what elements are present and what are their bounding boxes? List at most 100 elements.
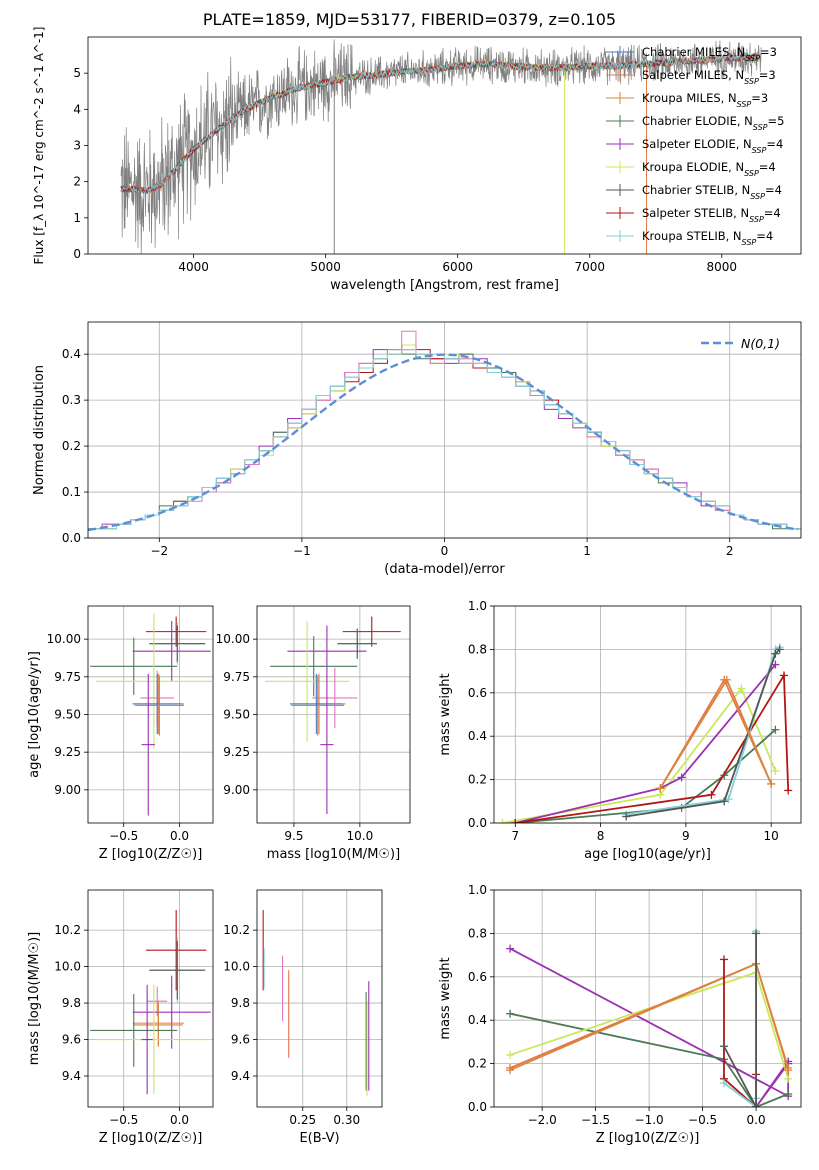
legend-label: Chabrier MILES, NSSP=3 — [642, 45, 777, 63]
y-tick-label: 1.0 — [468, 883, 487, 897]
chart-residuals: N(0,1) −2 −1 0 1 2 0.0 0.1 0.2 0.3 0.4 (data-model)… — [32, 321, 802, 577]
page-title: PLATE=1859, MJD=53177, FIBERID=0379, z=0… — [202, 10, 617, 29]
legend-label: Kroupa STELIB, NSSP=4 — [642, 229, 773, 247]
legend-label: Kroupa MILES, NSSP=3 — [642, 91, 768, 109]
normal-curve — [88, 353, 799, 532]
weight-line-6 — [723, 931, 757, 1107]
y-tick-label: 10.2 — [54, 923, 81, 937]
errorbar-point-5 — [95, 613, 212, 750]
x-tick-label: −0.5 — [109, 1113, 138, 1127]
y-tick-label: 0.0 — [468, 816, 487, 830]
x-tick-label: 1 — [583, 544, 591, 558]
x-tick-label: 4000 — [178, 260, 209, 274]
x-tick-label: 6000 — [442, 260, 473, 274]
errorbar-point-0 — [146, 910, 207, 991]
y-tick-label: 0.1 — [62, 485, 81, 499]
residuals-legend: N(0,1) — [701, 336, 780, 351]
y-tick-label: 0.3 — [62, 393, 81, 407]
axes-frame — [493, 605, 802, 824]
errorbar-point-2 — [149, 941, 206, 1000]
weight-line-0 — [502, 686, 777, 823]
chart-mass_vs_ebv: 0.25 0.30 9.4 9.6 9.8 10.0 10.2 E(B-V) — [223, 889, 383, 1146]
x-axis-label: Z [log10(Z/Z☉)] — [596, 1131, 700, 1146]
y-axis-label: mass weight — [438, 673, 453, 755]
y-tick-label: 10.00 — [47, 632, 81, 646]
y-tick-label: 5 — [73, 66, 81, 80]
y-tick-label: 0.6 — [468, 970, 487, 984]
legend-label: Chabrier STELIB, NSSP=4 — [642, 183, 782, 201]
errorbar-point-2 — [149, 625, 206, 662]
x-tick-label: 0.0 — [170, 829, 189, 843]
x-tick-label: 8000 — [707, 260, 738, 274]
weight-line-7 — [723, 933, 757, 1107]
plot-area — [498, 643, 793, 823]
errorbar-point-0 — [146, 616, 207, 647]
x-tick-label: 0.30 — [333, 1113, 360, 1127]
x-tick-label: 0.0 — [170, 1113, 189, 1127]
y-tick-label: 9.8 — [231, 996, 250, 1010]
errorbar-point-2 — [337, 628, 378, 659]
chart-age_vs_mass: 9.5 10.0 9.00 9.25 9.50 9.75 10.00 mass [log10(… — [216, 605, 411, 862]
plot-area — [90, 910, 212, 1095]
y-tick-label: 9.75 — [54, 670, 81, 684]
y-axis-label: Flux [f_λ 10^-17 erg cm^-2 s^-1 A^-1] — [32, 27, 46, 265]
x-tick-label: 0.0 — [747, 1113, 766, 1127]
x-axis-label: Z [log10(Z/Z☉)] — [99, 1131, 203, 1146]
errorbar-point-6 — [312, 667, 358, 729]
weight-line-1 — [515, 664, 777, 823]
legend-label: N(0,1) — [741, 336, 780, 351]
chart-age_vs_Z: −0.5 0.0 9.00 9.25 9.50 9.75 10.00 Z [log10(Z/Z… — [27, 605, 214, 862]
x-tick-label: −1.5 — [581, 1113, 610, 1127]
x-tick-label: 5000 — [310, 260, 341, 274]
x-tick-label: 8 — [597, 829, 605, 843]
y-axis-label: mass weight — [438, 957, 453, 1039]
x-tick-label: 7000 — [574, 260, 605, 274]
y-tick-label: 0.8 — [468, 926, 487, 940]
y-tick-label: 0.4 — [468, 1013, 487, 1027]
x-tick-label: 9 — [682, 829, 690, 843]
errorbar-point-4 — [132, 975, 211, 1049]
y-tick-label: 0.0 — [468, 1100, 487, 1114]
chart-weight_vs_Z: −2.0 −1.5 −1.0 −0.5 0.0 0.0 0.2 0.4 0.6 0.8 1.0 Z [… — [438, 883, 802, 1146]
plot-area — [120, 39, 762, 254]
y-tick-label: 10.00 — [216, 632, 250, 646]
legend-label: Kroupa ELODIE, NSSP=4 — [642, 160, 776, 178]
chart-weight_vs_age: 7 8 9 10 0.0 0.2 0.4 0.6 0.8 1.0 age [log10(age/yr… — [438, 599, 802, 862]
y-tick-label: 9.00 — [223, 783, 250, 797]
model-line-8 — [120, 53, 762, 194]
x-tick-label: 10.0 — [347, 829, 374, 843]
x-axis-label: mass [log10(M/M☉)] — [267, 847, 400, 862]
y-tick-label: 2 — [73, 175, 81, 189]
plot-area — [264, 616, 401, 814]
axes-frame — [256, 889, 383, 1108]
chart-spectrum: Chabrier MILES, NSSP=3 Salpeter MILES, NS… — [32, 27, 802, 293]
plot-area — [262, 910, 370, 1097]
y-tick-label: 10.0 — [54, 960, 81, 974]
errorbar-point-9 — [289, 673, 343, 735]
errorbar-point-3 — [147, 986, 168, 1016]
errorbar-point-4 — [270, 636, 358, 697]
x-tick-label: 0.25 — [289, 1113, 316, 1127]
y-tick-label: 9.6 — [62, 1033, 81, 1047]
y-tick-label: 0.4 — [468, 729, 487, 743]
x-tick-label: −0.5 — [688, 1113, 717, 1127]
y-tick-label: 0 — [73, 247, 81, 261]
spectrum-legend: Chabrier MILES, NSSP=3 Salpeter MILES, NS… — [606, 45, 784, 247]
errorbar-point-10 — [141, 673, 155, 816]
plot-area — [88, 330, 801, 538]
y-tick-label: 9.75 — [223, 670, 250, 684]
weight-line-4 — [626, 646, 781, 816]
chart-mass_vs_Z: −0.5 0.0 9.4 9.6 9.8 10.0 10.2 Z [log10(Z/Z☉)] m… — [27, 889, 214, 1146]
x-axis-label: age [log10(age/yr)] — [584, 847, 711, 862]
x-tick-label: 7 — [511, 829, 519, 843]
y-axis-label: mass [log10(M/M☉)] — [27, 932, 42, 1065]
y-tick-label: 0.2 — [468, 773, 487, 787]
y-tick-label: 3 — [73, 139, 81, 153]
errorbar-point-8 — [134, 675, 184, 736]
y-axis-label: Normed distribution — [32, 365, 47, 495]
x-tick-label: −2.0 — [528, 1113, 557, 1127]
errorbar-point-0 — [342, 616, 401, 647]
y-tick-label: 1.0 — [468, 599, 487, 613]
observed-spectrum — [120, 39, 762, 254]
y-tick-label: 10.2 — [223, 923, 250, 937]
